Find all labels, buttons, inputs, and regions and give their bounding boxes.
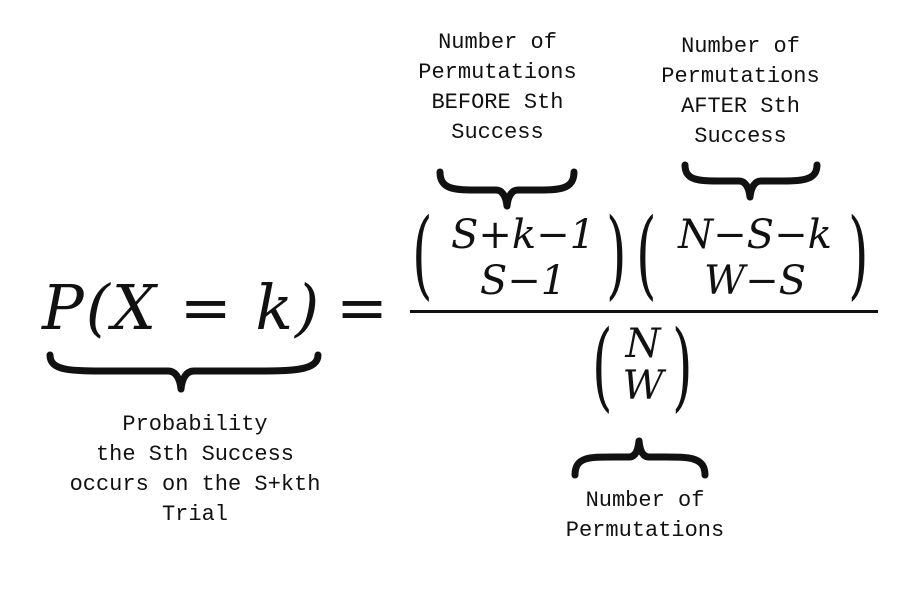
total-brace (571, 437, 709, 479)
probability-label: Probability the Sth Success occurs on th… (69, 412, 321, 527)
binom2-open-paren: ( (636, 198, 657, 310)
before-brace (436, 168, 578, 210)
binom1-bottom: S−1 (479, 258, 567, 304)
denom-close-paren: ) (672, 310, 693, 422)
probability-brace (46, 351, 322, 393)
binom1-top: S+k−1 (450, 212, 596, 258)
binom2-top: N−S−k (678, 212, 832, 258)
binom1-open-paren: ( (412, 198, 433, 310)
binom2-bottom: W−S (703, 258, 807, 304)
denom-open-paren: ( (592, 310, 613, 422)
denom-top: N (625, 321, 661, 367)
equals-sign: = (336, 271, 388, 344)
after-brace (681, 161, 821, 201)
denom-bottom: W (622, 363, 664, 409)
binom2-close-paren: ) (848, 198, 869, 310)
fraction-bar (410, 310, 878, 313)
total-label: Number of Permutations (565, 488, 725, 543)
before-label: Number of Permutations BEFORE Sth Succes… (418, 30, 577, 145)
after-label: Number of Permutations AFTER Sth Success (661, 34, 820, 149)
binom1-close-paren: ) (606, 198, 627, 310)
lhs-expression: P(X = k) (42, 271, 322, 344)
